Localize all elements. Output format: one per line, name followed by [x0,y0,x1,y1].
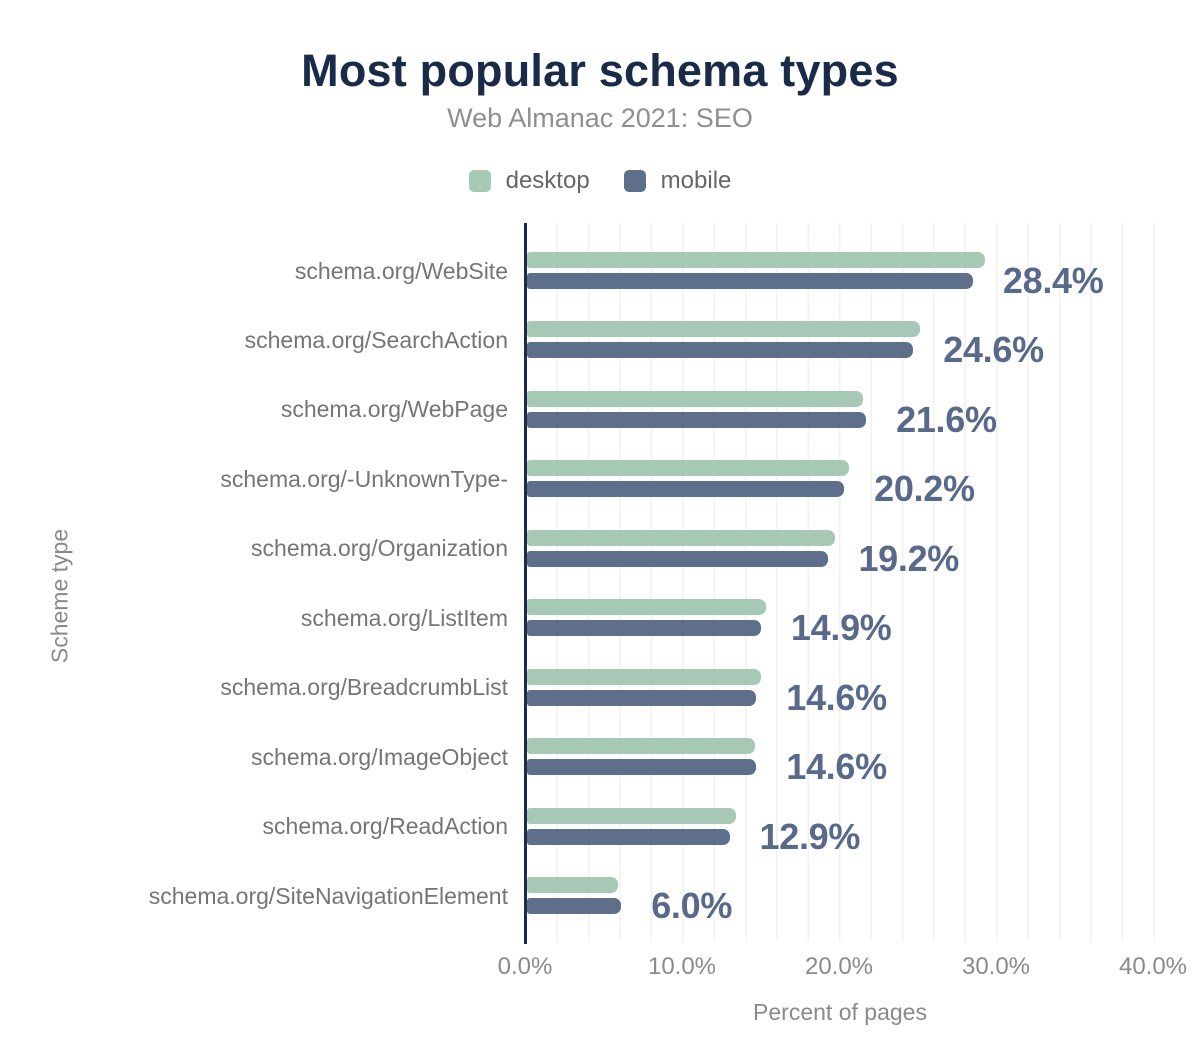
page-subtitle: Web Almanac 2021: SEO [447,103,753,133]
bar-mobile[interactable] [527,620,761,637]
bar-desktop[interactable] [527,668,761,685]
x-axis-title: Percent of pages [753,999,927,1025]
category-label: schema.org/ReadAction [262,812,508,839]
x-tick-label: 40.0% [1118,953,1188,980]
x-tick-label: 0.0% [497,953,553,980]
x-tick-label: 10.0% [647,953,717,980]
category-label: schema.org/Organization [251,535,508,562]
legend: desktop mobile [0,169,1200,193]
bar-mobile[interactable] [527,828,730,845]
bar-mobile[interactable] [527,759,757,776]
page-title: Most popular schema types [301,45,899,96]
chart-row: schema.org/ListItem 14.9% [0,599,1200,646]
x-tick-label: 20.0% [804,953,874,980]
bar-desktop[interactable] [527,390,863,407]
chart-row: schema.org/-UnknownType- 20.2% [0,460,1200,507]
bar-mobile[interactable] [527,898,622,915]
category-label: schema.org/SiteNavigationElement [148,882,508,909]
bar-desktop[interactable] [527,321,920,338]
y-axis-title: Scheme type [46,528,73,664]
chart-row: schema.org/BreadcrumbList 14.6% [0,668,1200,715]
x-tick-label: 30.0% [961,953,1031,980]
bar-mobile[interactable] [527,481,845,498]
category-label: schema.org/BreadcrumbList [220,673,508,700]
bar-desktop[interactable] [527,807,736,824]
legend-swatch-desktop-icon [468,170,491,192]
category-label: schema.org/ImageObject [251,743,508,770]
legend-item-desktop[interactable]: desktop [468,167,590,194]
x-axis-ticks: 0.0% 10.0% 20.0% 30.0% 40.0% [498,953,1188,985]
bar-desktop[interactable] [527,599,766,616]
legend-swatch-mobile-icon [623,170,646,192]
bar-desktop[interactable] [527,529,835,546]
chart-row: schema.org/ReadAction 12.9% [0,807,1200,854]
chart-row: schema.org/WebPage 21.6% [0,390,1200,437]
bar-desktop[interactable] [527,460,849,477]
bar-desktop[interactable] [527,877,619,894]
bar-mobile[interactable] [527,689,757,706]
chart-row: schema.org/SearchAction 24.6% [0,321,1200,368]
chart-row: schema.org/Organization 19.2% [0,529,1200,576]
bar-desktop[interactable] [527,738,755,755]
bar-mobile[interactable] [527,411,867,428]
chart-row: schema.org/ImageObject 14.6% [0,738,1200,785]
chart-row: schema.org/WebSite 28.4% [0,252,1200,299]
bar-mobile[interactable] [527,342,914,359]
y-axis-line [524,223,527,944]
legend-label-mobile: mobile [660,167,732,194]
chart-row: schema.org/SiteNavigationElement 6.0% [0,877,1200,924]
category-label: schema.org/WebPage [280,396,508,423]
bar-mobile[interactable] [527,550,829,567]
bar-desktop[interactable] [527,252,986,268]
legend-label-desktop: desktop [505,167,590,194]
bar-mobile[interactable] [527,273,973,289]
category-label: schema.org/ListItem [300,604,508,631]
category-label: schema.org/-UnknownType- [220,465,508,492]
category-label: schema.org/SearchAction [244,326,508,353]
category-label: schema.org/WebSite [294,257,508,284]
legend-item-mobile[interactable]: mobile [623,167,732,194]
